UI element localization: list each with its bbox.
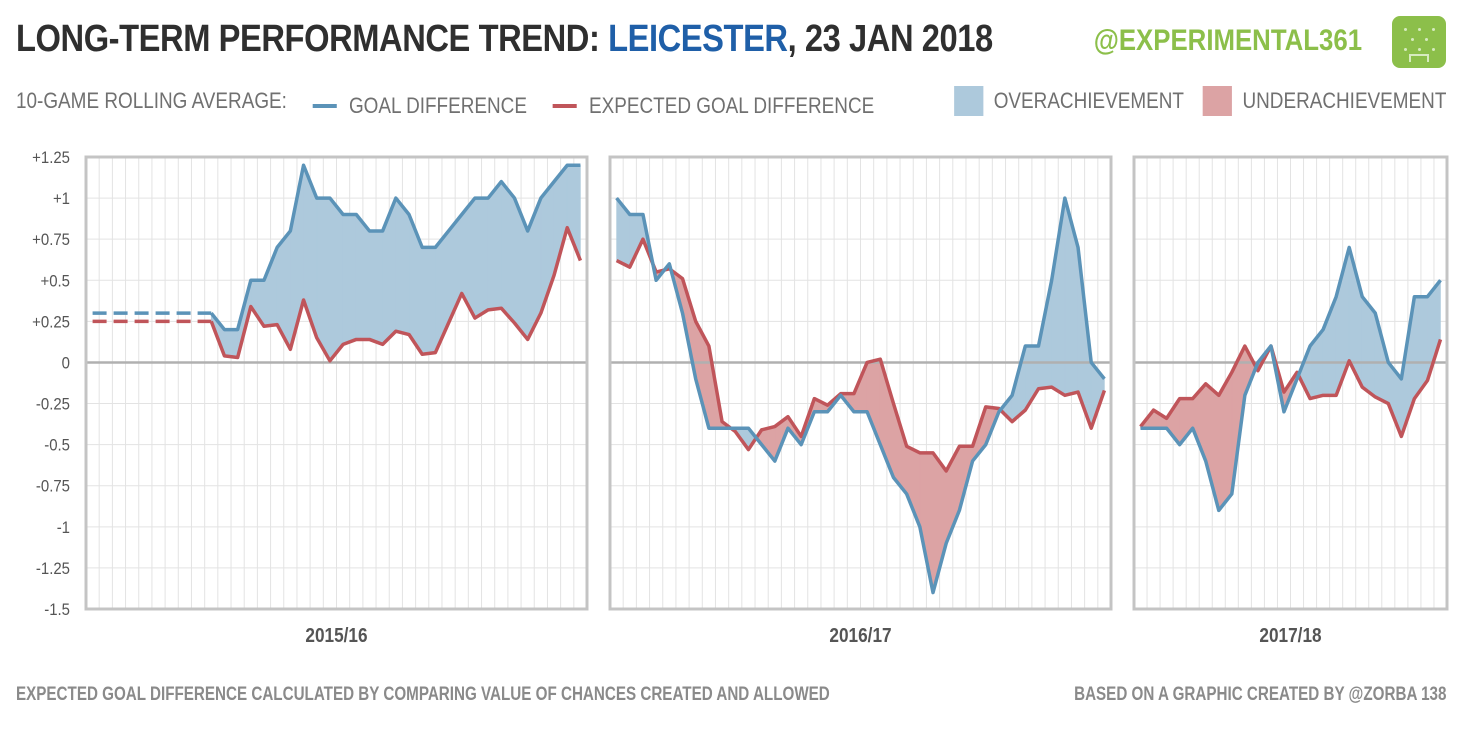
gd-legend-label: GOAL DIFFERENCE xyxy=(348,93,527,118)
expected-goal-difference-line xyxy=(615,237,1107,473)
under-swatch xyxy=(1202,86,1232,116)
title-prefix: LONG-TERM PERFORMANCE TREND: xyxy=(16,18,609,60)
overachievement-area xyxy=(224,329,238,358)
page-title: LONG-TERM PERFORMANCE TREND: LEICESTER, … xyxy=(16,18,993,61)
overachievement-area xyxy=(501,180,515,324)
panel-frame xyxy=(84,155,589,611)
season-label: 2016/17 xyxy=(829,624,891,647)
expected-goal-difference-line xyxy=(1139,338,1443,439)
y-tick-label: +1.25 xyxy=(32,149,70,167)
y-tick-label: 0 xyxy=(62,355,70,373)
rolling-average-label: 10-GAME ROLLING AVERAGE: xyxy=(16,88,287,113)
footer-credit: BASED ON A GRAPHIC CREATED BY @ZORBA 138 xyxy=(1073,684,1446,705)
expected-goal-difference-line xyxy=(209,225,583,363)
goal-difference-line xyxy=(209,163,581,332)
y-tick-label: -0.75 xyxy=(36,478,70,496)
season-label: 2017/18 xyxy=(1259,624,1321,647)
over-legend-label: OVERACHIEVEMENT xyxy=(993,88,1184,113)
y-tick-label: +1 xyxy=(53,190,70,208)
y-tick-label: +0.5 xyxy=(40,272,70,290)
overachievement-area xyxy=(316,197,331,362)
overachievement-area xyxy=(421,247,436,355)
legend-goal-difference: GOAL DIFFERENCE xyxy=(312,93,527,119)
season-label: 2015/16 xyxy=(305,624,367,647)
season-panel-2015-16: 2015/16 xyxy=(84,155,589,647)
y-tick-label: +0.25 xyxy=(32,314,70,332)
team-name: LEICESTER xyxy=(608,18,788,60)
overachievement-area xyxy=(355,213,370,340)
goal-difference-line xyxy=(615,196,1106,595)
season-panel-2016-17: 2016/17 xyxy=(608,155,1113,647)
overachievement-area xyxy=(382,197,397,346)
over-swatch xyxy=(953,86,983,116)
under-legend-label: UNDERACHIEVEMENT xyxy=(1242,88,1446,113)
brand-handle[interactable]: @EXPERIMENTAL361 xyxy=(1093,24,1362,57)
overachievement-area xyxy=(329,197,344,362)
xgd-line-swatch xyxy=(552,104,577,108)
y-tick-label: -1.5 xyxy=(44,601,70,619)
overachievement-area xyxy=(342,214,357,345)
overachievement-area xyxy=(395,197,410,335)
footer-note: EXPECTED GOAL DIFFERENCE CALCULATED BY C… xyxy=(16,684,830,705)
gd-line-swatch xyxy=(312,104,337,108)
y-tick-label: -1 xyxy=(57,519,70,537)
pitch-logo-icon xyxy=(1392,16,1446,68)
legend-expected-goal-difference: EXPECTED GOAL DIFFERENCE xyxy=(552,93,875,119)
overachievement-area xyxy=(514,197,528,341)
xgd-legend-label: EXPECTED GOAL DIFFERENCE xyxy=(589,93,875,118)
overachievement-area xyxy=(474,197,489,319)
panel-frame xyxy=(608,155,1113,611)
y-tick-label: +0.75 xyxy=(32,231,70,249)
overachievement-area xyxy=(487,180,502,311)
panel-frame xyxy=(1132,155,1449,611)
legend-areas: OVERACHIEVEMENT UNDERACHIEVEMENT xyxy=(953,86,1446,116)
y-tick-label: -1.25 xyxy=(36,560,70,578)
y-tick-label: -0.5 xyxy=(44,437,70,455)
title-suffix: , 23 JAN 2018 xyxy=(787,18,994,60)
y-tick-label: -0.25 xyxy=(36,396,70,414)
goal-difference-line xyxy=(1140,245,1442,513)
season-panel-2017-18: 2017/18 xyxy=(1132,155,1449,647)
overachievement-area xyxy=(369,230,383,345)
legend-lines: 10-GAME ROLLING AVERAGE: GOAL DIFFERENCE… xyxy=(16,88,874,119)
